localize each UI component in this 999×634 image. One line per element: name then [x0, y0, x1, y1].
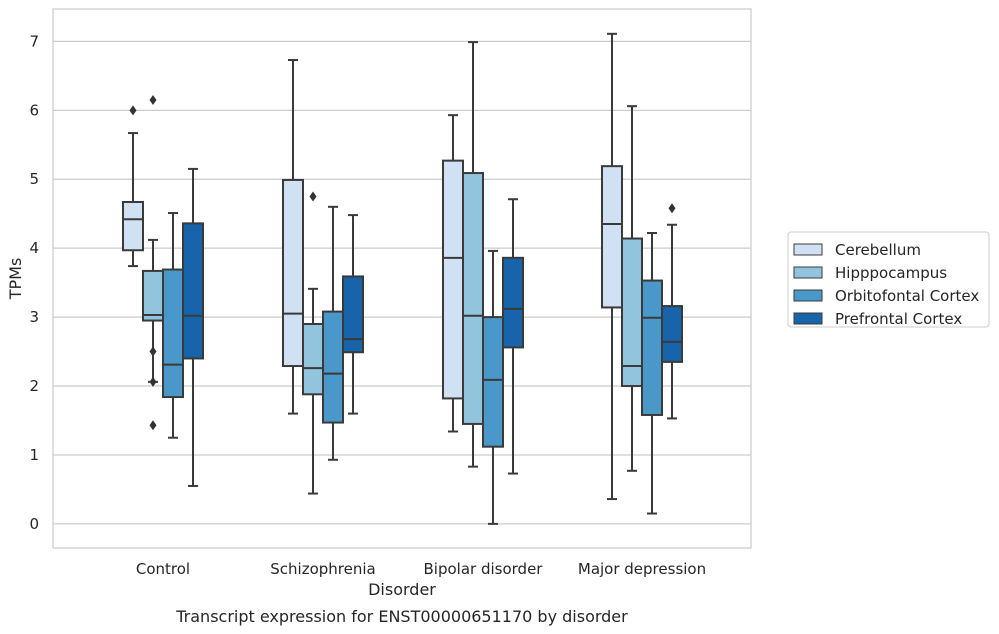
- iqr-box: [641, 279, 663, 416]
- x-tick-label: Bipolar disorder: [424, 560, 544, 578]
- iqr-box: [302, 322, 324, 396]
- legend-label: Hipppocampus: [835, 264, 947, 282]
- box-hipppocampus: [621, 105, 643, 472]
- iqr-box: [661, 305, 683, 363]
- plot-frame: [52, 8, 752, 549]
- boxes: [122, 32, 683, 525]
- outlier-point: [668, 203, 676, 214]
- outlier-point: [149, 376, 157, 387]
- legend-label: Prefrontal Cortex: [835, 310, 962, 328]
- box-prefrontal-cortex: [502, 198, 524, 475]
- y-tick-label: 6: [29, 101, 39, 119]
- legend-label: Cerebellum: [835, 241, 921, 259]
- y-tick-label: 1: [29, 446, 39, 464]
- iqr-box: [122, 200, 144, 252]
- x-tick-label: Control: [136, 560, 190, 578]
- outlier-point: [309, 191, 317, 202]
- iqr-box: [442, 159, 464, 400]
- y-axis-label: TPMs: [6, 258, 25, 301]
- iqr-box: [601, 165, 623, 309]
- box-cerebellum: [122, 105, 144, 268]
- y-axis-ticks: 0 1 2 3 4 5 6 7: [29, 32, 39, 532]
- legend-swatch: [793, 243, 823, 256]
- box-cerebellum: [282, 59, 304, 415]
- outlier-point: [129, 105, 137, 116]
- legend-swatch: [793, 289, 823, 302]
- iqr-box: [502, 256, 524, 349]
- box-orbitofontal-cortex: [641, 232, 663, 515]
- y-tick-label: 3: [29, 308, 39, 326]
- legend-swatch: [793, 266, 823, 279]
- iqr-box: [621, 237, 643, 388]
- y-tick-label: 5: [29, 170, 39, 188]
- box-orbitofontal-cortex: [162, 212, 184, 439]
- box-hipppocampus: [302, 191, 324, 495]
- box-hipppocampus: [462, 41, 484, 468]
- iqr-box: [322, 310, 344, 424]
- legend-label: Orbitofontal Cortex: [835, 287, 979, 305]
- outlier-point: [149, 346, 157, 357]
- iqr-box: [282, 178, 304, 368]
- legend-frame: [787, 231, 990, 328]
- x-tick-label: Major depression: [578, 560, 706, 578]
- x-axis-label: Disorder: [368, 580, 436, 599]
- y-tick-label: 7: [29, 32, 39, 50]
- iqr-box: [182, 222, 204, 360]
- iqr-box: [342, 275, 364, 354]
- box-hipppocampus: [142, 94, 164, 431]
- box-cerebellum: [601, 32, 623, 501]
- iqr-box: [162, 268, 184, 399]
- x-axis-ticks: Control Schizophrenia Bipolar disorder Majo…: [136, 560, 706, 578]
- box-orbitofontal-cortex: [322, 205, 344, 461]
- outlier-point: [149, 420, 157, 431]
- iqr-box: [142, 269, 164, 322]
- x-tick-label: Schizophrenia: [270, 560, 375, 578]
- chart-caption: Transcript expression for ENST0000065117…: [175, 607, 628, 626]
- y-tick-label: 4: [29, 239, 39, 257]
- outlier-point: [149, 94, 157, 105]
- box-prefrontal-cortex: [342, 214, 364, 415]
- box-orbitofontal-cortex: [482, 249, 504, 525]
- legend-swatch: [793, 312, 823, 325]
- box-prefrontal-cortex: [661, 203, 683, 420]
- y-tick-label: 2: [29, 377, 39, 395]
- iqr-box: [482, 316, 504, 448]
- y-tick-label: 0: [29, 515, 39, 533]
- box-cerebellum: [442, 114, 464, 433]
- box-prefrontal-cortex: [182, 167, 204, 487]
- legend: Cerebellum Hipppocampus Orbitofontal Corte…: [787, 231, 990, 328]
- iqr-box: [462, 172, 484, 425]
